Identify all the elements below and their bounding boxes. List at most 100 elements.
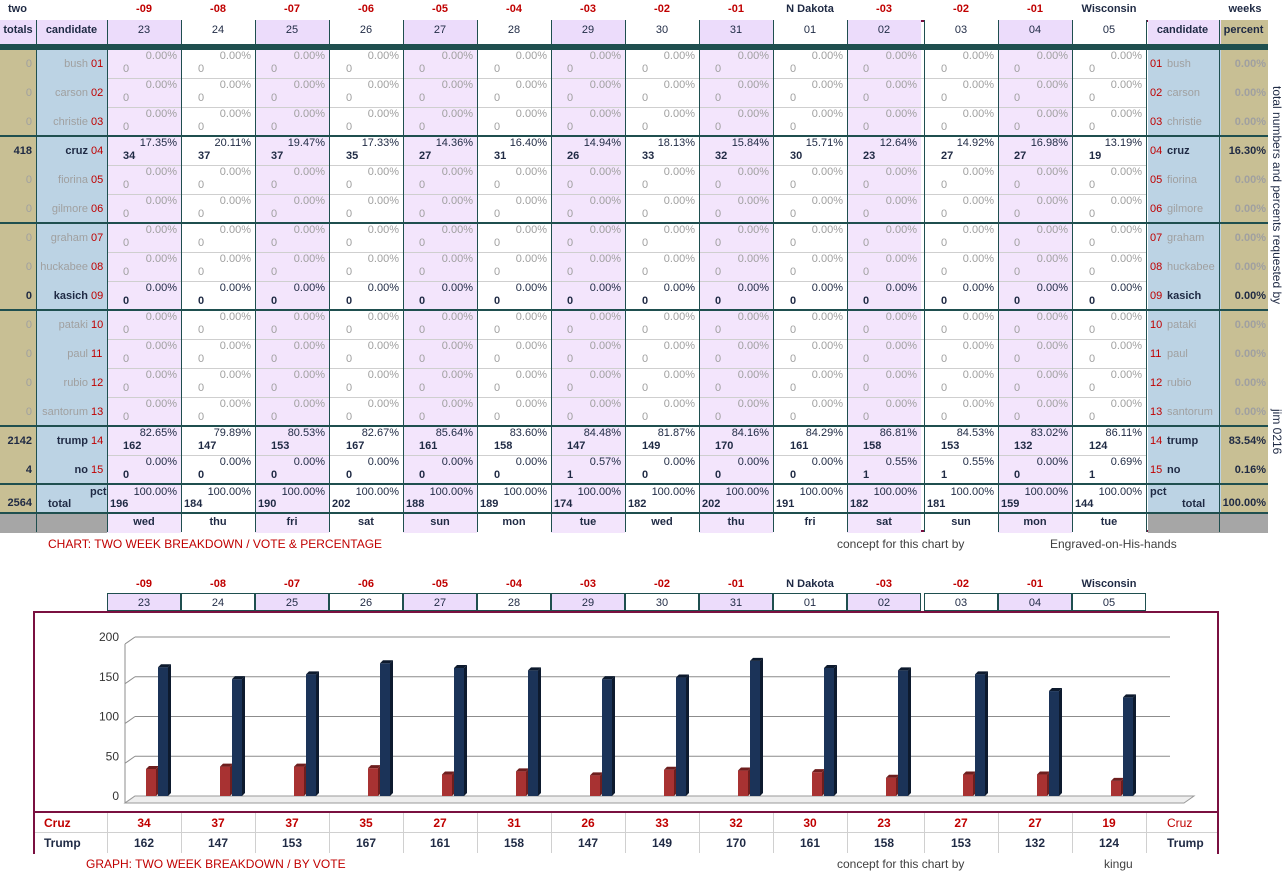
- daily-votes: 0: [1089, 324, 1096, 336]
- daily-votes: 0: [715, 63, 722, 75]
- daily-percent: 0.00%: [145, 195, 177, 207]
- candidate-percent: 0.00%: [1234, 348, 1266, 360]
- trump-bar-top: [158, 664, 171, 668]
- daily-percent: 0.00%: [293, 398, 325, 410]
- weekday-cell-bg: [847, 513, 921, 533]
- data-table-value: 26: [581, 816, 595, 830]
- candidate-name: trump: [56, 435, 88, 447]
- daily-total: 174: [554, 498, 573, 510]
- candidate-percent: 0.00%: [1234, 377, 1266, 389]
- daily-votes: 0: [790, 63, 797, 75]
- trump-bar: [158, 664, 171, 796]
- daily-votes: 0: [790, 266, 797, 278]
- daily-votes: 0: [494, 266, 501, 278]
- daily-votes: 0: [1089, 63, 1096, 75]
- daily-percent: 0.00%: [589, 195, 621, 207]
- daily-votes: 0: [346, 179, 353, 191]
- row-gridline: [107, 397, 1147, 398]
- daily-votes: 0: [494, 208, 501, 220]
- trump-bar-top: [232, 676, 245, 680]
- daily-percent: 0.00%: [962, 398, 994, 410]
- trump-bar: [380, 660, 393, 796]
- data-table-value: 35: [359, 816, 373, 830]
- trump-bar-side: [538, 667, 541, 796]
- daily-percent: 0.00%: [737, 398, 769, 410]
- candidate-percent: 16.30%: [1228, 145, 1266, 157]
- daily-percent: 0.00%: [293, 282, 325, 294]
- daily-percent: 0.00%: [737, 282, 769, 294]
- daily-percent: 0.00%: [663, 311, 695, 323]
- daily-percent: 0.00%: [737, 50, 769, 62]
- daily-percent: 0.00%: [885, 398, 917, 410]
- daily-votes: 0: [123, 469, 130, 481]
- daily-percent: 83.02%: [1030, 427, 1068, 439]
- daily-percent: 0.00%: [589, 108, 621, 120]
- daily-percent: 0.00%: [811, 282, 843, 294]
- daily-votes: 0: [715, 353, 722, 365]
- daily-percent: 0.00%: [367, 398, 399, 410]
- date-header: 03: [954, 24, 968, 36]
- daily-total-percent: 100.00%: [355, 486, 399, 498]
- totals-header: totals: [3, 24, 33, 36]
- date-header: 01: [803, 24, 817, 36]
- daily-percent: 0.00%: [1036, 398, 1068, 410]
- daily-votes: 0: [123, 92, 130, 104]
- daily-percent: 0.00%: [811, 50, 843, 62]
- daily-percent: 0.00%: [219, 456, 251, 468]
- trump-bar-face: [528, 670, 538, 796]
- date-header: 24: [211, 24, 225, 36]
- daily-percent: 82.67%: [361, 427, 399, 439]
- daily-votes: 0: [715, 208, 722, 220]
- trump-bar-top: [824, 665, 837, 669]
- cruz-bar-top: [1037, 771, 1050, 775]
- trump-bar-side: [834, 665, 837, 796]
- total-row-day-bg: [181, 484, 255, 513]
- cruz-bar-top: [963, 771, 976, 775]
- cruz-bar-top: [738, 767, 751, 771]
- candidate-number: 01: [91, 58, 104, 70]
- trump-bar-face: [454, 668, 464, 796]
- daily-percent: 0.00%: [367, 340, 399, 352]
- graph-date-header: 01: [773, 593, 847, 611]
- candidate-total: 0: [25, 58, 32, 70]
- daily-votes: 147: [198, 440, 217, 452]
- candidate-name: gilmore: [51, 203, 88, 215]
- daily-percent: 0.55%: [962, 456, 994, 468]
- bar-chart: 0 50 100 150 200: [99, 630, 1196, 804]
- daily-percent: 0.00%: [1110, 108, 1142, 120]
- author-1: Engraved-on-His-hands: [1050, 537, 1177, 551]
- day-column-bg: [1072, 49, 1146, 484]
- graph-day-offset-label: Wisconsin: [1081, 578, 1137, 590]
- date-header: 23: [137, 24, 151, 36]
- daily-percent: 0.00%: [962, 79, 994, 91]
- daily-percent: 0.00%: [1110, 224, 1142, 236]
- bar-chart-frame: 0 50 100 150 200: [33, 611, 1219, 813]
- trump-bar-top: [602, 676, 615, 680]
- daily-votes: 0: [715, 295, 722, 307]
- daily-votes: 0: [123, 353, 130, 365]
- daily-percent: 0.00%: [589, 166, 621, 178]
- cruz-bar-top: [590, 772, 603, 776]
- trump-bar-face: [898, 670, 908, 796]
- daily-percent: 0.00%: [367, 253, 399, 265]
- graph-date-header: 26: [329, 593, 403, 611]
- data-table-value: 33: [655, 816, 669, 830]
- candidate-number: 10: [91, 319, 104, 331]
- weekday-label: mon: [502, 516, 526, 528]
- candidate-number-right: 12: [1150, 377, 1163, 389]
- graph-date-header: 05: [1072, 593, 1146, 611]
- candidate-total: 0: [25, 203, 32, 215]
- daily-votes: 0: [790, 382, 797, 394]
- trump-bar-top: [306, 671, 319, 675]
- candidate-percent: 0.00%: [1234, 232, 1266, 244]
- candidate-number-right: 13: [1150, 406, 1163, 418]
- daily-percent: 0.00%: [589, 224, 621, 236]
- daily-votes: 33: [642, 150, 655, 162]
- daily-percent: 0.00%: [589, 50, 621, 62]
- results-grid: totals candidate candidate percent 23 24 25 26 2…: [0, 20, 1268, 533]
- daily-percent: 0.00%: [515, 456, 547, 468]
- daily-percent: 19.47%: [287, 137, 325, 149]
- date-header: 04: [1028, 24, 1042, 36]
- daily-percent: 0.00%: [293, 166, 325, 178]
- cruz-bar-top: [442, 771, 455, 775]
